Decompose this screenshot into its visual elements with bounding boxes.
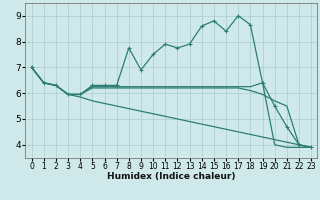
X-axis label: Humidex (Indice chaleur): Humidex (Indice chaleur): [107, 172, 236, 181]
